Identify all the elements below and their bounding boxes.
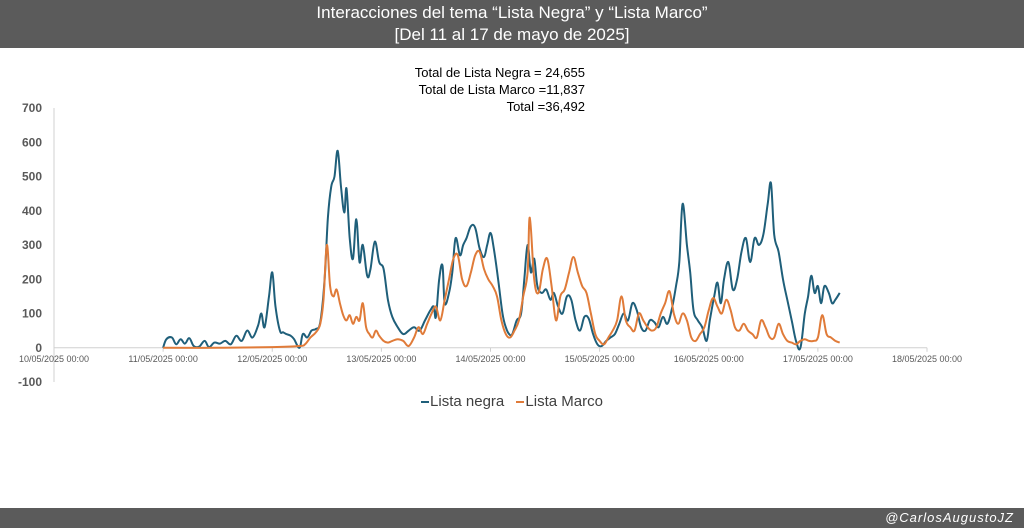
y-tick-label: 500 <box>22 170 42 184</box>
legend-item-lista-negra: Lista negra <box>421 393 504 410</box>
y-tick-label: 300 <box>22 238 42 252</box>
x-tick-label: 18/05/2025 00:00 <box>892 354 962 364</box>
y-tick-label: 400 <box>22 204 42 218</box>
total-lista-negra: Total de Lista Negra = 24,655 <box>414 65 585 80</box>
y-tick-label: 200 <box>22 272 42 286</box>
y-axis: -100 0 100 200 300 400 500 600 700 <box>18 101 55 389</box>
total-overall: Total =36,492 <box>506 99 585 114</box>
series-line-lista-negra <box>162 149 841 351</box>
x-tick-label: 17/05/2025 00:00 <box>783 354 853 364</box>
y-tick-label: 700 <box>22 101 42 115</box>
series-group <box>162 149 841 351</box>
legend-swatch-lista-negra <box>421 401 430 404</box>
footer-bar: @CarlosAugustoJZ <box>0 508 1024 528</box>
y-tick-label: -100 <box>18 375 42 389</box>
y-tick-label: 600 <box>22 135 42 149</box>
chart-title: Interacciones del tema “Lista Negra” y “… <box>316 3 708 22</box>
y-tick-label: 0 <box>35 341 42 355</box>
legend-item-lista-marco: Lista Marco <box>516 393 603 410</box>
x-tick-label: 15/05/2025 00:00 <box>565 354 635 364</box>
legend: Lista negra Lista Marco <box>0 393 1024 410</box>
x-tick-label: 14/05/2025 00:00 <box>455 354 525 364</box>
chart-header: Interacciones del tema “Lista Negra” y “… <box>0 0 1024 48</box>
chart-subtitle: [Del 11 al 17 de mayo de 2025] <box>394 25 630 44</box>
x-tick-label: 12/05/2025 00:00 <box>237 354 307 364</box>
x-tick-label: 13/05/2025 00:00 <box>346 354 416 364</box>
x-axis: 10/05/2025 00:00 11/05/2025 00:00 12/05/20… <box>19 347 962 364</box>
x-tick-label: 11/05/2025 00:00 <box>128 354 197 364</box>
x-tick-label: 16/05/2025 00:00 <box>674 354 744 364</box>
legend-swatch-lista-marco <box>516 401 525 404</box>
legend-label-lista-negra: Lista negra <box>430 393 505 410</box>
series-line-lista-marco <box>163 216 841 349</box>
totals-annotation: Total de Lista Negra = 24,655 Total de L… <box>360 64 585 115</box>
y-tick-label: 100 <box>22 307 42 321</box>
x-tick-label: 10/05/2025 00:00 <box>19 354 89 364</box>
author-credit: @CarlosAugustoJZ <box>885 510 1014 525</box>
total-lista-marco: Total de Lista Marco =11,837 <box>418 82 585 97</box>
legend-label-lista-marco: Lista Marco <box>525 393 603 410</box>
